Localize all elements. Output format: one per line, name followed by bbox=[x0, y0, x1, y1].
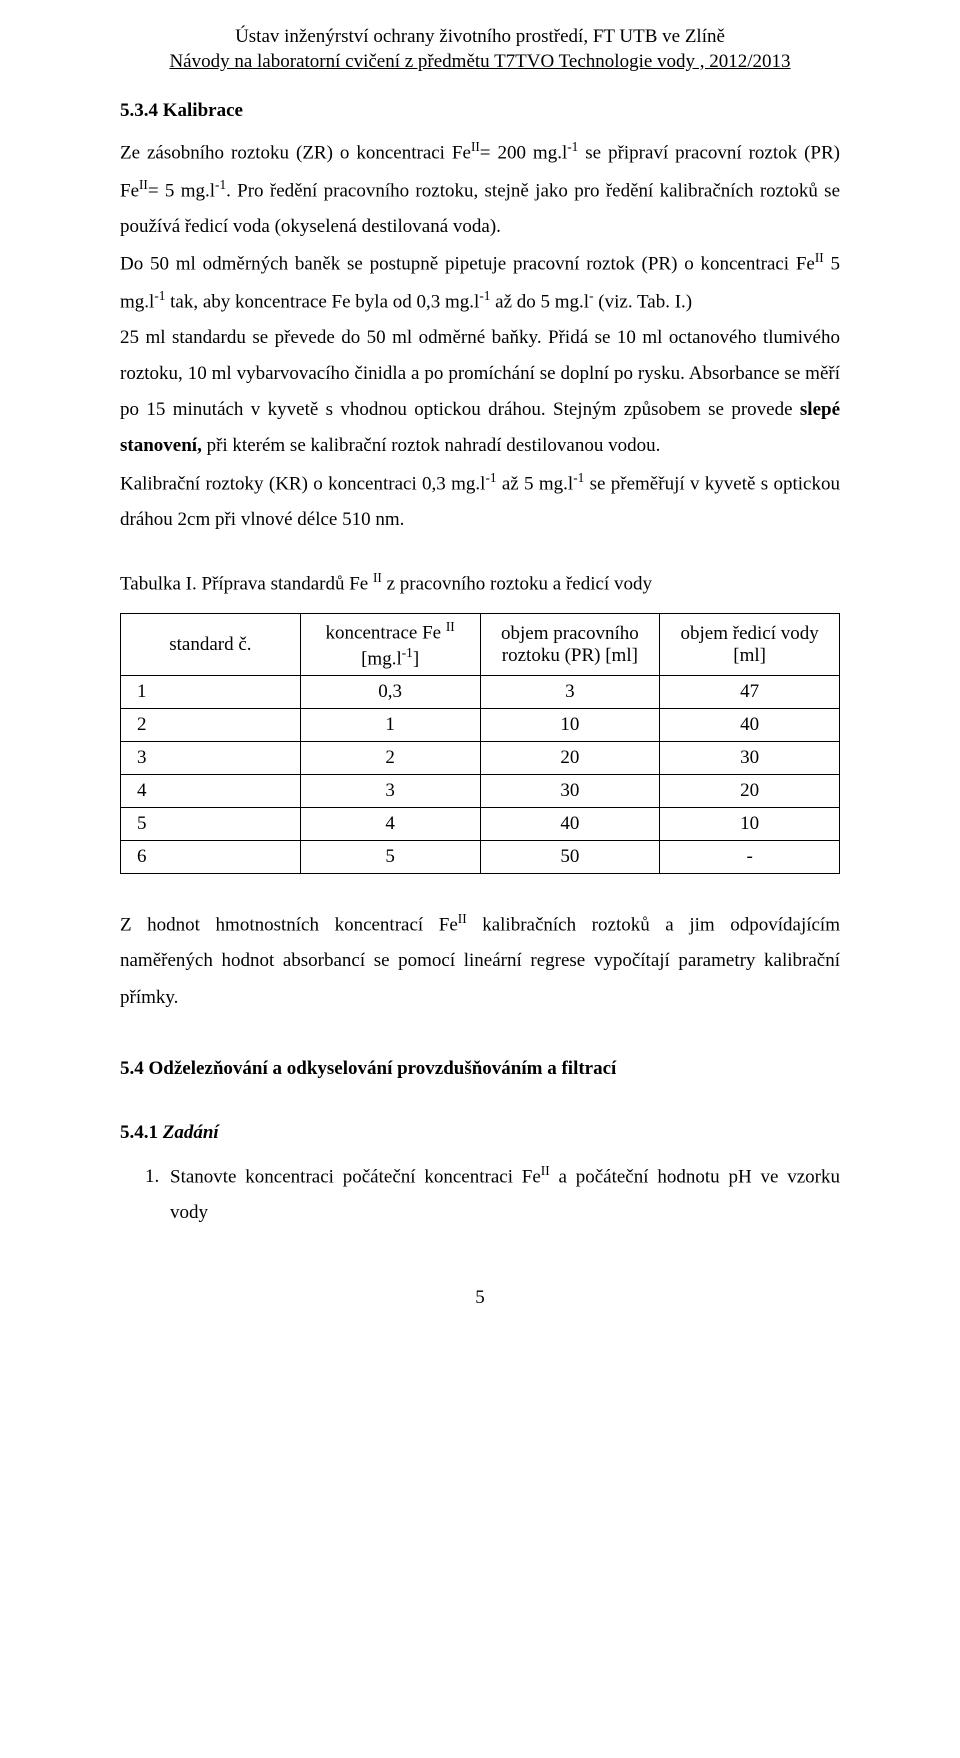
table-caption: Tabulka I. Příprava standardů Fe II z pr… bbox=[120, 570, 840, 595]
cell: 0,3 bbox=[300, 676, 480, 709]
standards-table: standard č. koncentrace Fe II[mg.l-1] ob… bbox=[120, 613, 840, 874]
cell: 10 bbox=[660, 808, 840, 841]
section-541-list: Stanovte koncentraci počáteční koncentra… bbox=[120, 1158, 840, 1232]
cell: 6 bbox=[121, 841, 301, 874]
section-541-heading: 5.4.1 Zadání bbox=[120, 1122, 840, 1144]
table-row: 2 1 10 40 bbox=[121, 709, 840, 742]
cell: 20 bbox=[480, 742, 660, 775]
col-header-4: objem ředicí vody[ml] bbox=[660, 614, 840, 676]
header-line-1: Ústav inženýrství ochrany životního pros… bbox=[120, 25, 840, 50]
cell: 2 bbox=[300, 742, 480, 775]
cell: 50 bbox=[480, 841, 660, 874]
section-54-title: 5.4 Odželezňování a odkyselování provzdu… bbox=[120, 1058, 840, 1080]
table-row: 6 5 50 - bbox=[121, 841, 840, 874]
cell: 5 bbox=[300, 841, 480, 874]
section-534-title: 5.3.4 Kalibrace bbox=[120, 100, 840, 122]
cell: 5 bbox=[121, 808, 301, 841]
section-534-body: Ze zásobního roztoku (ZR) o koncentraci … bbox=[120, 134, 840, 538]
cell: 1 bbox=[121, 676, 301, 709]
page-number: 5 bbox=[120, 1287, 840, 1309]
col-header-3: objem pracovníhoroztoku (PR) [ml] bbox=[480, 614, 660, 676]
table-row: 1 0,3 3 47 bbox=[121, 676, 840, 709]
page-header: Ústav inženýrství ochrany životního pros… bbox=[120, 25, 840, 74]
cell: 40 bbox=[660, 709, 840, 742]
list-item: Stanovte koncentraci počáteční koncentra… bbox=[164, 1158, 840, 1232]
cell: 10 bbox=[480, 709, 660, 742]
section-541-number: 5.4.1 bbox=[120, 1122, 158, 1143]
table-header-row: standard č. koncentrace Fe II[mg.l-1] ob… bbox=[121, 614, 840, 676]
section-541-title: Zadání bbox=[163, 1122, 219, 1143]
cell: 1 bbox=[300, 709, 480, 742]
col-header-1: standard č. bbox=[121, 614, 301, 676]
cell: 4 bbox=[121, 775, 301, 808]
cell: 3 bbox=[300, 775, 480, 808]
cell: 3 bbox=[480, 676, 660, 709]
header-line-2: Návody na laboratorní cvičení z předmětu… bbox=[120, 50, 840, 75]
cell: 20 bbox=[660, 775, 840, 808]
cell: 30 bbox=[660, 742, 840, 775]
document-page: { "header": { "line1": "Ústav inženýrstv… bbox=[0, 0, 960, 1349]
cell: 2 bbox=[121, 709, 301, 742]
table-row: 5 4 40 10 bbox=[121, 808, 840, 841]
col-header-2: koncentrace Fe II[mg.l-1] bbox=[300, 614, 480, 676]
table-row: 3 2 20 30 bbox=[121, 742, 840, 775]
table-row: 4 3 30 20 bbox=[121, 775, 840, 808]
cell: 3 bbox=[121, 742, 301, 775]
cell: 30 bbox=[480, 775, 660, 808]
cell: 40 bbox=[480, 808, 660, 841]
cell: 47 bbox=[660, 676, 840, 709]
cell: 4 bbox=[300, 808, 480, 841]
after-table-paragraph: Z hodnot hmotnostních koncentrací FeII k… bbox=[120, 906, 840, 1016]
cell: - bbox=[660, 841, 840, 874]
